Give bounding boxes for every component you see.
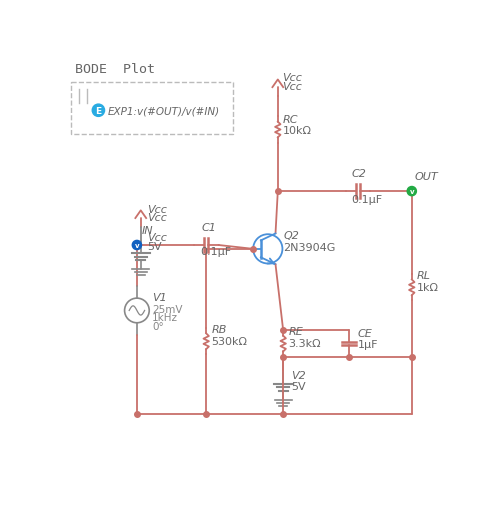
Text: C2: C2 — [352, 168, 366, 178]
Circle shape — [132, 241, 141, 250]
Text: Q2: Q2 — [283, 231, 299, 241]
Text: v: v — [134, 242, 139, 248]
Bar — [72, 82, 233, 135]
Text: 0.1μF: 0.1μF — [352, 194, 383, 205]
Text: 3.3kΩ: 3.3kΩ — [288, 338, 321, 348]
Text: RL: RL — [417, 271, 431, 280]
Text: 0.1μF: 0.1μF — [200, 247, 231, 257]
Text: 0°: 0° — [152, 321, 164, 331]
Text: EXP1:v(#OUT)/v(#IN): EXP1:v(#OUT)/v(#IN) — [108, 106, 220, 116]
Text: 10kΩ: 10kΩ — [282, 125, 312, 135]
Text: v: v — [410, 189, 414, 195]
Text: E: E — [96, 106, 102, 116]
Text: V1: V1 — [152, 292, 167, 302]
Text: 1kHz: 1kHz — [152, 313, 178, 323]
Text: V2: V2 — [291, 371, 306, 380]
Text: Vcc: Vcc — [147, 232, 167, 242]
Text: Vcc: Vcc — [282, 73, 302, 83]
Text: RC: RC — [282, 115, 298, 125]
Text: 1kΩ: 1kΩ — [417, 282, 439, 292]
Text: 5V: 5V — [147, 241, 162, 251]
Text: Vcc: Vcc — [147, 205, 167, 214]
Text: CE: CE — [358, 328, 372, 338]
Text: RB: RB — [212, 324, 227, 334]
Text: 2N3904G: 2N3904G — [283, 243, 336, 253]
Text: Vcc: Vcc — [282, 82, 302, 92]
Text: OUT: OUT — [415, 172, 438, 181]
Text: 25mV: 25mV — [152, 304, 183, 315]
Text: Vcc: Vcc — [147, 213, 167, 223]
Text: BODE  Plot: BODE Plot — [74, 63, 154, 76]
Text: IN: IN — [142, 225, 153, 235]
Circle shape — [407, 187, 416, 196]
Text: 530kΩ: 530kΩ — [212, 336, 248, 346]
Text: 1μF: 1μF — [358, 339, 378, 349]
Text: 5V: 5V — [291, 381, 306, 391]
Circle shape — [92, 105, 104, 117]
Text: C1: C1 — [202, 222, 216, 232]
Text: RE: RE — [288, 327, 304, 336]
